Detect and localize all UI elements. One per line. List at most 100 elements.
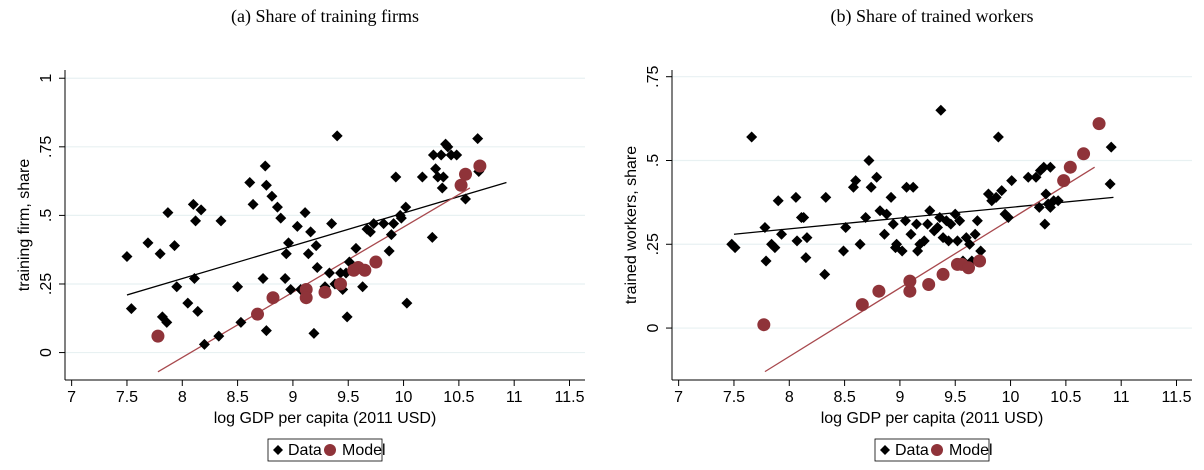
data-point xyxy=(187,198,199,210)
data-point xyxy=(368,218,380,230)
data-point xyxy=(1104,178,1116,190)
data-point xyxy=(1040,188,1052,200)
x-tick-label: 7.5 xyxy=(723,389,745,406)
data-point xyxy=(922,218,934,230)
data-point xyxy=(943,235,955,247)
data-point xyxy=(326,218,338,230)
data-point xyxy=(905,228,917,240)
data-point xyxy=(299,207,311,219)
data-point xyxy=(390,171,402,183)
data-point xyxy=(171,281,183,293)
data-point xyxy=(854,238,866,250)
data-point xyxy=(1033,201,1045,213)
data-point xyxy=(1039,218,1051,230)
data-point xyxy=(427,149,439,161)
model-point xyxy=(1092,117,1106,131)
model-point xyxy=(1063,160,1077,174)
x-tick-label: 8 xyxy=(178,389,187,406)
legend-label: Data xyxy=(288,442,322,459)
x-axis-label: log GDP per capita (2011 USD) xyxy=(821,410,1044,427)
data-point xyxy=(954,215,966,227)
model-point xyxy=(973,254,987,268)
data-point xyxy=(426,231,438,243)
data-point xyxy=(364,226,376,238)
x-tick-label: 9 xyxy=(895,389,904,406)
data-point xyxy=(863,154,875,166)
x-tick-label: 11 xyxy=(506,389,523,406)
data-point xyxy=(1044,161,1056,173)
data-point xyxy=(154,248,166,260)
y-tick-label: .75 xyxy=(645,65,662,87)
data-point xyxy=(964,238,976,250)
data-point xyxy=(801,232,813,244)
data-point xyxy=(311,262,323,274)
data-point xyxy=(260,179,272,191)
data-point xyxy=(881,208,893,220)
data-point xyxy=(305,226,317,238)
y-tick-label: .5 xyxy=(645,154,662,167)
model-point xyxy=(151,329,165,343)
legend-label: Data xyxy=(895,442,929,459)
data-point xyxy=(302,248,314,260)
data-point xyxy=(451,149,463,161)
data-point xyxy=(819,268,831,280)
data-point xyxy=(279,272,291,284)
data-point xyxy=(198,338,210,350)
data-point xyxy=(798,211,810,223)
data-point xyxy=(1105,141,1117,153)
model-point xyxy=(903,284,917,298)
data-point xyxy=(729,242,741,254)
panel: (a) Share of training firms 0 .25 .5 .75 1 7 7.… xyxy=(16,6,585,462)
data-point xyxy=(190,215,202,227)
data-point xyxy=(275,212,287,224)
data-point xyxy=(323,267,335,279)
model-point xyxy=(358,263,372,277)
data-point xyxy=(772,195,784,207)
data-point xyxy=(162,207,174,219)
data-point xyxy=(432,171,444,183)
data-point xyxy=(800,252,812,264)
data-point xyxy=(837,245,849,257)
data-point xyxy=(1038,161,1050,173)
data-point xyxy=(285,283,297,295)
y-tick-label: 0 xyxy=(38,348,55,357)
fit-line xyxy=(764,166,1095,373)
data-point xyxy=(442,141,454,153)
x-tick-label: 7 xyxy=(67,389,76,406)
x-tick-label: 10.5 xyxy=(1050,389,1081,406)
data-point xyxy=(996,185,1008,197)
legend-label: Model xyxy=(342,442,386,459)
legend-label: Model xyxy=(949,442,993,459)
data-point xyxy=(971,215,983,227)
data-point xyxy=(395,212,407,224)
data-point xyxy=(260,325,272,337)
data-point xyxy=(195,204,207,216)
data-point xyxy=(776,228,788,240)
data-point xyxy=(271,201,283,213)
panel: (b) Share of trained workers 0 .25 .5 .75 7 7.… xyxy=(623,6,1192,462)
data-point xyxy=(331,130,343,142)
data-point xyxy=(161,316,173,328)
data-point xyxy=(215,215,227,227)
data-point xyxy=(142,237,154,249)
data-point xyxy=(769,242,781,254)
data-point xyxy=(945,218,957,230)
data-point xyxy=(932,222,944,234)
data-point xyxy=(850,175,862,187)
data-point xyxy=(899,215,911,227)
x-tick-label: 10 xyxy=(395,389,413,406)
x-tick-label: 10.5 xyxy=(443,389,474,406)
data-point xyxy=(257,272,269,284)
data-point xyxy=(990,191,1002,203)
data-point xyxy=(350,242,362,254)
chart-title: (b) Share of trained workers xyxy=(831,6,1034,27)
model-point xyxy=(962,261,976,275)
data-point xyxy=(901,181,913,193)
data-point xyxy=(282,237,294,249)
y-tick-label: 1 xyxy=(38,74,55,83)
data-point xyxy=(1022,171,1034,183)
data-point xyxy=(435,149,447,161)
model-point xyxy=(757,318,771,332)
x-tick-label: 8.5 xyxy=(833,389,855,406)
